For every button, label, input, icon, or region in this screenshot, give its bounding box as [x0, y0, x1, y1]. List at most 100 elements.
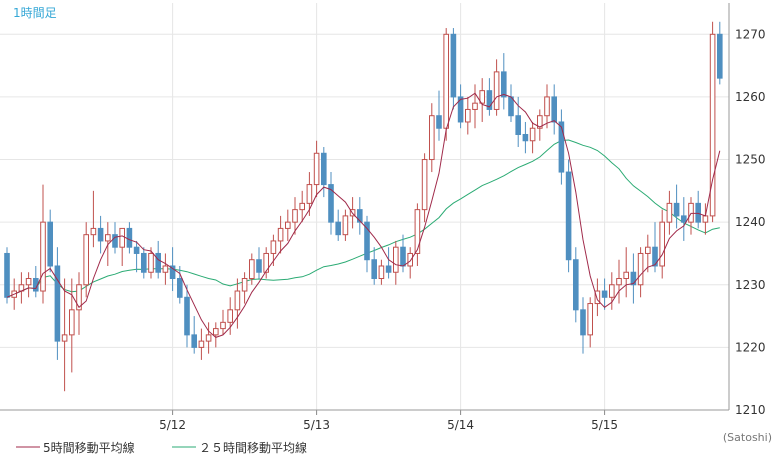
candle — [40, 184, 46, 304]
candle — [213, 322, 219, 348]
x-tick-label: 5/14 — [447, 418, 474, 432]
candle-body-up — [544, 96, 550, 117]
candle-body-up — [76, 284, 82, 311]
candle-body-down — [436, 115, 442, 129]
candle-body-down — [450, 33, 457, 98]
candle-body-up — [198, 340, 205, 348]
timeframe-label: 1時間足 — [13, 6, 57, 20]
candle-body-down — [4, 252, 10, 298]
candle-body-down — [681, 215, 687, 223]
y-tick-label: 1250 — [735, 153, 766, 167]
y-tick-label: 1220 — [735, 340, 766, 354]
candle-body-up — [479, 90, 485, 104]
candle — [18, 272, 25, 304]
candle — [522, 121, 529, 154]
candle-body-down — [457, 96, 464, 123]
candle — [162, 253, 169, 285]
candle — [385, 247, 392, 279]
candle — [501, 53, 507, 110]
candle-body-down — [385, 265, 392, 273]
candle — [407, 247, 413, 279]
candle — [371, 247, 377, 285]
candle — [544, 84, 550, 129]
candle-body-down — [97, 227, 104, 242]
candle-body-up — [429, 115, 435, 161]
candle-body-down — [155, 252, 161, 273]
candle — [529, 121, 536, 154]
candle-body-down — [486, 90, 493, 110]
candle-body-up — [414, 209, 421, 254]
ma25-layer — [6, 139, 720, 298]
candle-body-up — [263, 252, 269, 273]
candle — [76, 272, 82, 335]
candle-body-down — [508, 96, 514, 117]
credit-label: (Satoshi) — [723, 431, 772, 444]
candle-body-down — [400, 246, 406, 267]
candle — [681, 197, 687, 241]
candle-body-up — [421, 159, 428, 211]
legend-label: 5時間移動平均線 — [43, 440, 135, 455]
candle-body-up — [616, 278, 622, 286]
candle-body-down — [357, 209, 363, 223]
candle-body-down — [54, 265, 61, 342]
candle — [594, 278, 601, 317]
candle — [249, 253, 255, 285]
candle-body-down — [371, 259, 377, 280]
candle — [717, 21, 723, 85]
candle — [177, 265, 183, 304]
y-tick-label: 1210 — [735, 403, 766, 417]
candle — [659, 209, 666, 279]
candle-body-up — [443, 33, 449, 129]
candle-body-down — [126, 227, 133, 248]
y-tick-label: 1230 — [735, 278, 766, 292]
candle — [97, 215, 104, 254]
candle — [414, 203, 421, 266]
candle — [184, 284, 190, 348]
candle-body-up — [587, 303, 594, 336]
candle-body-up — [645, 246, 651, 254]
candle — [335, 209, 341, 241]
legend-label: ２５時間移動平均線 — [199, 440, 307, 455]
candle-body-down — [630, 271, 637, 286]
candle — [25, 272, 32, 298]
candle-body-up — [162, 265, 169, 273]
candle-body-down — [673, 202, 680, 217]
grid — [0, 3, 729, 410]
candle-body-up — [313, 152, 320, 186]
ma5-line — [6, 92, 721, 338]
candle-body-down — [335, 221, 341, 236]
candle-body-down — [177, 278, 183, 298]
candle-body-up — [40, 221, 46, 292]
candle — [133, 240, 140, 273]
candle — [378, 259, 385, 285]
x-tick-label: 5/12 — [159, 418, 186, 432]
candle-body-up — [493, 71, 500, 110]
candle-body-up — [637, 252, 644, 286]
candle — [141, 247, 147, 279]
candle-body-up — [25, 278, 32, 286]
axes: 1210 1220 1230 1240 1250 1260 1270 5/12 5/13 5/14… — [0, 3, 766, 432]
candle-body-down — [558, 121, 565, 173]
candle-body-up — [205, 334, 212, 342]
y-tick-label: 1260 — [735, 90, 766, 104]
candle — [695, 190, 702, 229]
candle-body-up — [270, 240, 277, 254]
candle-body-down — [321, 152, 327, 186]
candle-body-up — [529, 127, 536, 142]
candle-body-up — [105, 234, 111, 242]
candle-body-down — [141, 252, 147, 273]
candle — [285, 209, 291, 241]
candle-body-up — [393, 246, 399, 273]
candle-body-down — [522, 133, 529, 142]
candle-body-up — [234, 290, 241, 311]
candle-body-up — [306, 184, 313, 204]
candle — [126, 222, 133, 254]
candle — [83, 222, 90, 298]
candle — [227, 297, 233, 335]
candle — [429, 103, 435, 173]
candle — [148, 247, 154, 279]
candle — [119, 227, 126, 266]
candle-body-down — [501, 71, 507, 98]
candle — [299, 190, 305, 223]
